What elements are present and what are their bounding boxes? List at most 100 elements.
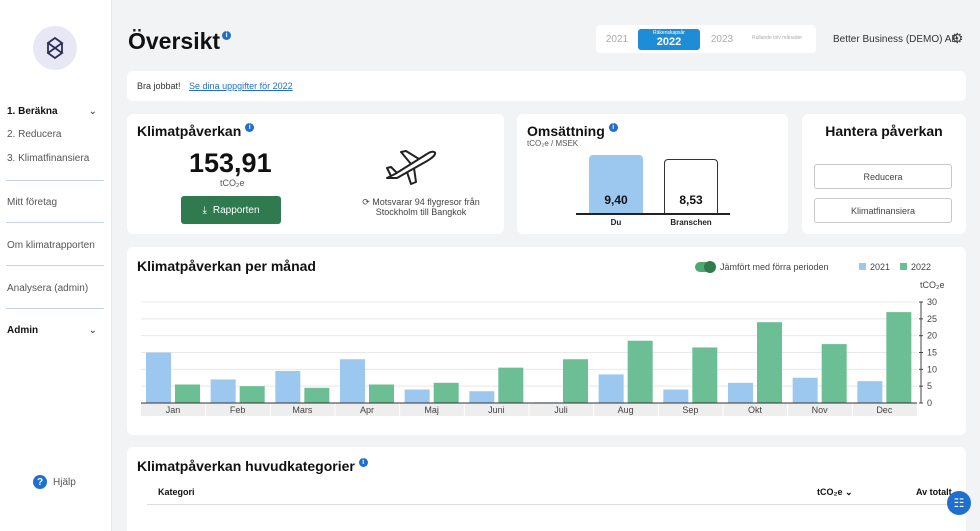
bar-2022	[239, 386, 265, 403]
help-link[interactable]: ? Hjälp	[33, 475, 76, 489]
legend-swatch	[900, 263, 907, 270]
logo-icon[interactable]	[33, 26, 77, 70]
help-icon: ?	[33, 475, 47, 489]
impact-value: 153,91	[189, 148, 272, 178]
settings-sliders-icon[interactable]: ☷	[947, 491, 971, 515]
bar-2022	[757, 322, 782, 403]
y-tick-label: 0	[927, 398, 932, 408]
compare-toggle[interactable]	[695, 261, 716, 273]
impact-card: Klimatpåverkan i 153,91 tCO₂e ⤓ Rapporte…	[127, 114, 504, 234]
y-tick-label: 10	[927, 364, 937, 374]
bar-2021	[792, 377, 818, 403]
refresh-icon: ⟳	[362, 197, 370, 207]
monthly-chart-card: Klimatpåverkan per månad Jämfört med för…	[127, 247, 966, 435]
impact-title: Klimatpåverkan i	[137, 123, 255, 139]
bar-2021	[663, 389, 689, 403]
x-tick-label: Juni	[488, 405, 505, 415]
legend-2021: 2021	[859, 262, 890, 272]
x-tick-label: Mars	[292, 405, 312, 415]
legend-2022: 2022	[900, 262, 931, 272]
gear-icon[interactable]: ⚙	[951, 30, 964, 46]
col-header-category[interactable]: Kategori	[158, 487, 195, 497]
info-icon[interactable]: i	[608, 123, 618, 132]
company-name[interactable]: Better Business (DEMO) AB	[833, 34, 959, 45]
sidebar: 1. Beräkna ⌄ 2. Reducera 3. Klimatfinans…	[0, 0, 112, 531]
bar-2021	[404, 389, 430, 403]
chevron-down-icon[interactable]: ⌄	[88, 325, 97, 336]
y-tick-label: 30	[927, 297, 937, 307]
turnover-card: Omsättning i tCO₂e / MSEK 9,40 8,53 Du B…	[517, 114, 788, 234]
y-tick-label: 20	[927, 331, 937, 341]
x-tick-label: Okt	[748, 405, 763, 415]
banner-link[interactable]: Se dina uppgifter för 2022	[189, 81, 293, 91]
x-tick-label: Maj	[424, 405, 439, 415]
sidebar-item-climate-finance[interactable]: 3. Klimatfinansiera	[7, 153, 90, 164]
bar-2021	[728, 382, 753, 403]
impact-unit: tCO₂e	[220, 178, 245, 188]
climate-finance-button[interactable]: Klimatfinansiera	[814, 198, 952, 223]
col-header-share[interactable]: Av totalt	[916, 487, 952, 497]
x-tick-label: Dec	[876, 405, 893, 415]
bar-2021	[146, 352, 171, 403]
x-tick-label: Nov	[812, 405, 829, 415]
info-icon[interactable]: i	[222, 31, 232, 40]
y-tick-label: 25	[927, 314, 937, 324]
reduce-button[interactable]: Reducera	[814, 164, 952, 189]
bar-2021	[340, 359, 365, 403]
bar-2021	[210, 379, 236, 403]
bar-2022	[627, 340, 653, 403]
bar-2021	[857, 381, 883, 403]
y-tick-label: 5	[927, 381, 932, 391]
y-axis-unit: tCO₂e	[920, 280, 945, 290]
sidebar-item-admin[interactable]: Admin	[7, 325, 39, 336]
chevron-down-icon: ⌄	[845, 487, 853, 497]
banner: Bra jobbat! Se dina uppgifter för 2022	[127, 71, 966, 101]
airplane-icon	[381, 142, 441, 192]
manage-card: Hantera påverkan Reducera Klimatfinansie…	[802, 114, 966, 234]
x-tick-label: Feb	[230, 405, 246, 415]
report-button[interactable]: ⤓ Rapporten	[181, 196, 281, 224]
sidebar-item-about-report[interactable]: Om klimatrapporten	[7, 240, 95, 251]
divider	[147, 504, 957, 505]
sidebar-item-company[interactable]: Mitt företag	[7, 197, 58, 208]
info-icon[interactable]: i	[358, 458, 368, 467]
page-title: Översikt i	[128, 28, 232, 55]
bar-label-branch: Branschen	[670, 218, 712, 227]
col-header-tco2e[interactable]: tCO₂e ⌄	[817, 487, 853, 497]
download-icon: ⤓	[202, 204, 207, 216]
chevron-down-icon[interactable]: ⌄	[88, 106, 97, 117]
sidebar-item-reduce[interactable]: 2. Reducera	[7, 129, 62, 140]
bar-du: 9,40	[589, 155, 643, 213]
bar-2022	[692, 347, 718, 403]
legend-swatch	[859, 263, 866, 270]
categories-title: Klimatpåverkan huvudkategorier i	[137, 458, 368, 474]
flight-equivalent: ⟳ Motsvarar 94 flygresor från Stockholm …	[362, 197, 480, 218]
x-tick-label: Jan	[166, 405, 181, 415]
y-tick-label: 15	[927, 348, 937, 358]
bar-2022	[498, 367, 524, 403]
bar-label-du: Du	[610, 218, 622, 227]
year-option-2023[interactable]: 2023	[710, 33, 734, 45]
x-tick-label: Apr	[360, 405, 374, 415]
bar-2022	[821, 344, 847, 403]
year-option-rolling[interactable]: Rullande tolv månader	[751, 35, 803, 42]
sidebar-item-analyse[interactable]: Analysera (admin)	[7, 283, 89, 294]
bar-2022	[175, 384, 200, 403]
divider	[6, 308, 104, 309]
compare-toggle-label: Jämfört med förra perioden	[720, 262, 829, 272]
year-option-2022[interactable]: Räkenskapsår 2022	[638, 28, 700, 50]
info-icon[interactable]: i	[245, 123, 255, 132]
year-option-2021[interactable]: 2021	[605, 33, 629, 45]
turnover-unit: tCO₂e / MSEK	[527, 139, 579, 148]
bar-2022	[433, 382, 459, 403]
divider	[6, 265, 104, 266]
manage-title: Hantera påverkan	[825, 123, 943, 139]
sidebar-item-calculate[interactable]: 1. Beräkna	[7, 106, 58, 117]
x-tick-label: Aug	[618, 405, 634, 415]
bar-branch: 8,53	[664, 159, 718, 213]
monthly-title: Klimatpåverkan per månad	[137, 258, 316, 274]
bar-2022	[369, 384, 394, 403]
axis-line	[576, 213, 730, 215]
x-tick-label: Sep	[682, 405, 698, 415]
divider	[6, 222, 104, 223]
